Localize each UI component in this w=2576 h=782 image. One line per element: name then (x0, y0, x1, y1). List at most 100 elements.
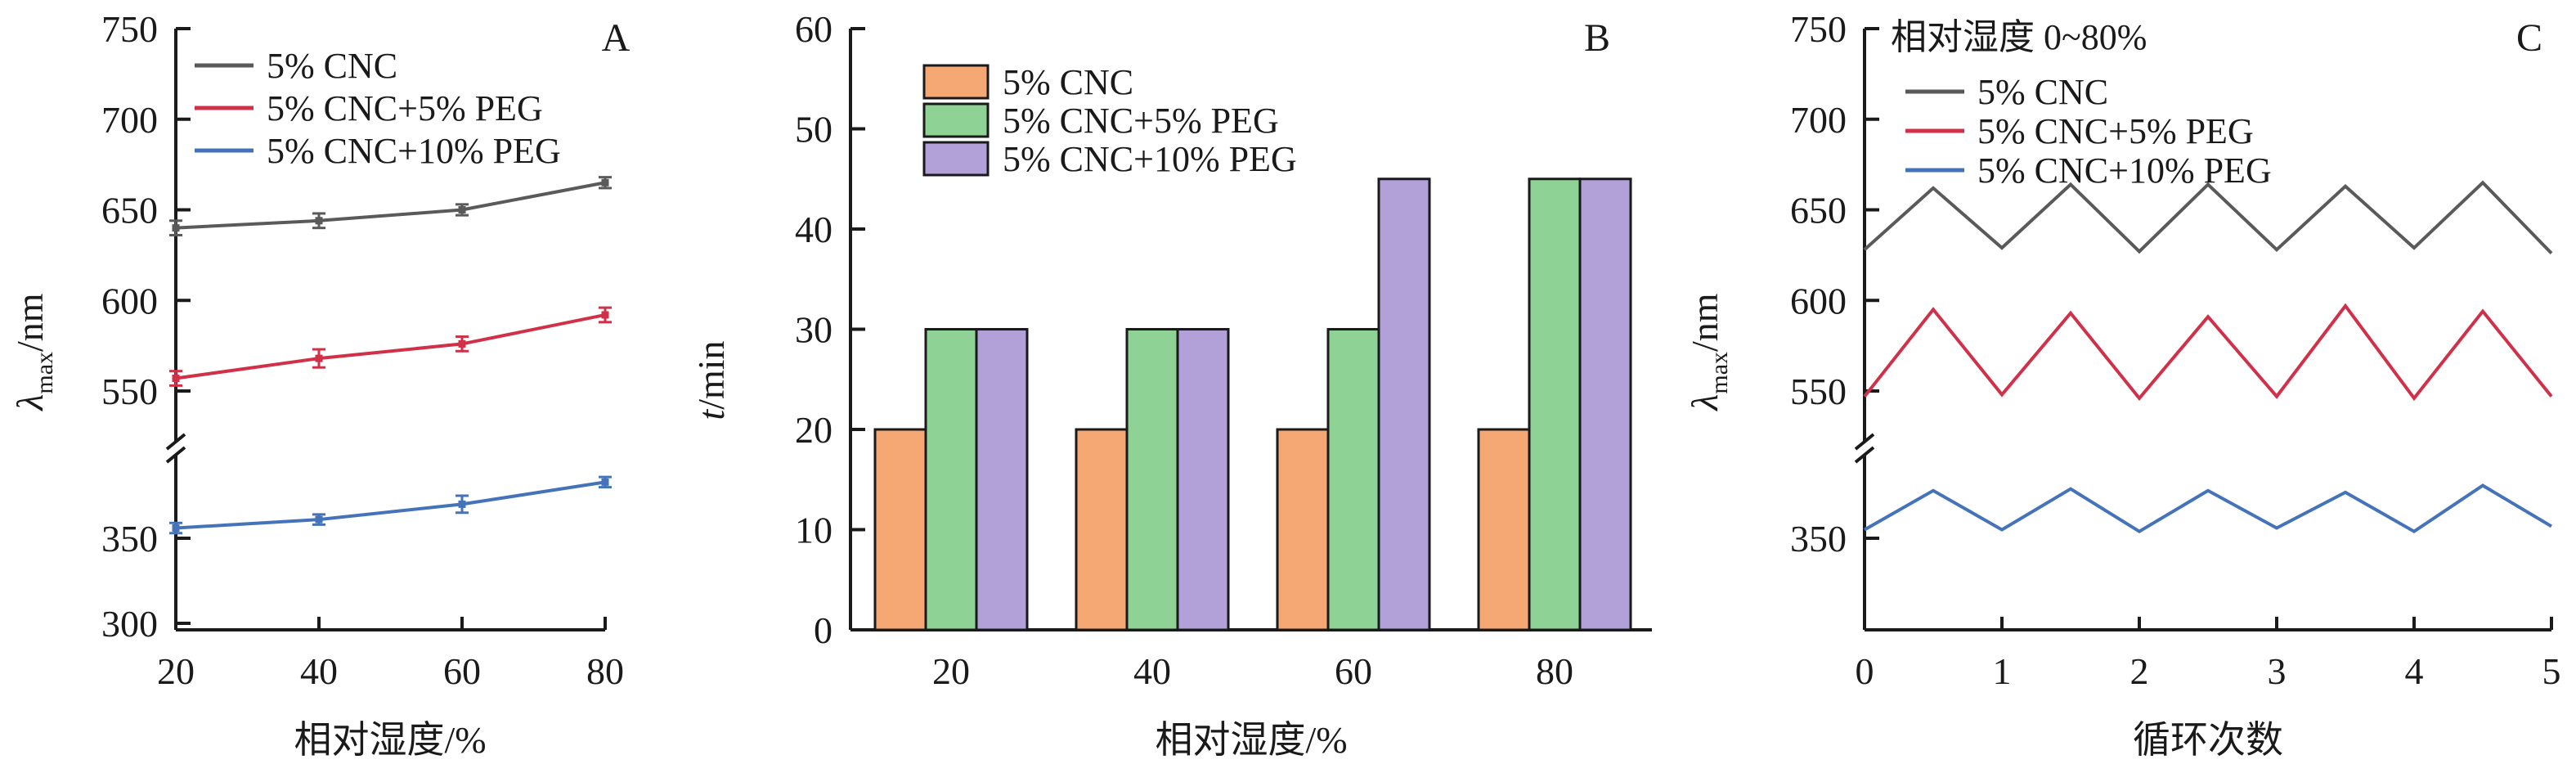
panel-b-x-axis-label: 相对湿度/% (1155, 719, 1347, 761)
y-tick-label: 60 (795, 8, 832, 50)
series-line (175, 480, 606, 530)
x-tick-label: 20 (157, 650, 195, 692)
y-tick-label: 700 (1790, 99, 1847, 141)
data-point-marker (172, 374, 180, 382)
legend-swatch-box (922, 141, 990, 177)
y-tick-label: 550 (1790, 371, 1847, 412)
panel-b-plot-area: 0 10 20 30 40 50 60 20 40 60 80 (795, 8, 1652, 692)
series-line (1863, 303, 2553, 402)
data-point-marker (601, 178, 609, 187)
data-point-marker (458, 206, 466, 213)
x-tick-label: 40 (300, 650, 338, 692)
legend-swatch-box (922, 102, 990, 138)
bar (924, 328, 978, 631)
panel-a-letter: A (602, 16, 631, 60)
y-tick-label: 300 (101, 603, 158, 645)
panel-c-plot-area: 750 700 650 600 550 350 0 1 2 3 4 5 (1790, 8, 2561, 692)
x-tick-label: 1 (1993, 650, 2012, 692)
y-tick-label: 550 (101, 371, 158, 412)
data-point-marker (601, 478, 609, 486)
x-tick-label: 80 (586, 650, 624, 692)
y-tick-label: 700 (101, 99, 158, 141)
series-line (1864, 483, 2553, 534)
panel-a-plot-area: 750 700 650 600 550 350 300 20 40 60 80 (101, 8, 624, 692)
series-line (175, 181, 606, 230)
data-point-marker (172, 224, 180, 232)
y-tick-label: 350 (1790, 518, 1847, 560)
panel-b-y-axis-label: t/min (690, 340, 732, 420)
bar (1477, 428, 1531, 631)
axis-break-mark (1854, 446, 1875, 464)
panel-b-letter: B (1584, 16, 1610, 60)
bar (1125, 328, 1179, 631)
panel-a-x-axis-label: 相对湿度/% (294, 719, 486, 761)
y-tick-label: 350 (101, 518, 158, 560)
x-tick-label: 40 (1133, 650, 1171, 692)
y-tick-label: 20 (795, 409, 832, 451)
bar (1276, 428, 1330, 631)
y-tick-label: 0 (814, 609, 832, 651)
bar (1377, 178, 1431, 631)
x-tick-label: 4 (2405, 650, 2424, 692)
panel-c-x-axis-label: 循环次数 (2133, 719, 2283, 761)
legend-label: 5% CNC+10% PEG (1003, 139, 1297, 179)
legend-label: 5% CNC (1003, 62, 1133, 102)
panel-c-letter: C (2516, 16, 2542, 60)
data-point-marker (315, 217, 323, 225)
y-tick-label: 50 (795, 109, 832, 151)
x-tick-label: 5 (2542, 650, 2561, 692)
series-line (1863, 180, 2553, 255)
y-tick-label: 650 (1790, 190, 1847, 231)
x-tick-label: 2 (2130, 650, 2149, 692)
legend-label: 5% CNC+5% PEG (267, 88, 543, 128)
legend-label: 5% CNC+5% PEG (1003, 101, 1279, 141)
legend-label: 5% CNC+10% PEG (1977, 151, 2272, 191)
y-tick-label: 600 (1790, 280, 1847, 321)
legend-label: 5% CNC (267, 46, 397, 86)
panel-c-y-axis-label: λmax/nm (1684, 293, 1733, 411)
legend-label: 5% CNC+5% PEG (1977, 111, 2254, 151)
x-tick-label: 0 (1856, 650, 1874, 692)
data-point-marker (458, 339, 466, 348)
bar (1075, 428, 1129, 631)
data-point-marker (315, 354, 323, 362)
x-tick-label: 60 (443, 650, 481, 692)
series-line (175, 313, 606, 380)
axis-break-mark (165, 446, 186, 464)
y-tick-label: 600 (101, 280, 158, 321)
y-tick-label: 10 (795, 510, 832, 551)
x-tick-label: 3 (2268, 650, 2287, 692)
bar (873, 428, 927, 631)
y-tick-label: 40 (795, 209, 832, 250)
legend-label: 5% CNC+10% PEG (267, 131, 561, 171)
bar (1176, 328, 1230, 631)
x-tick-label: 60 (1335, 650, 1372, 692)
panel-a-y-axis-label: λmax/nm (9, 293, 58, 411)
bar (1528, 178, 1582, 631)
y-tick-label: 750 (1790, 8, 1847, 50)
y-tick-label: 650 (101, 190, 158, 231)
data-point-marker (172, 524, 180, 533)
data-point-marker (315, 515, 323, 524)
x-tick-label: 80 (1536, 650, 1573, 692)
axis-break-mark (165, 433, 186, 451)
data-point-marker (601, 311, 609, 319)
y-tick-label: 30 (795, 309, 832, 351)
legend-label: 5% CNC (1977, 72, 2108, 112)
x-tick-label: 20 (932, 650, 970, 692)
axis-break-mark (1854, 433, 1875, 451)
panel-c-title: 相对湿度 0~80% (1891, 17, 2147, 57)
bar (1326, 328, 1380, 631)
bar (975, 328, 1029, 631)
bar (1578, 178, 1632, 631)
y-tick-label: 750 (101, 8, 158, 50)
data-point-marker (458, 500, 466, 508)
